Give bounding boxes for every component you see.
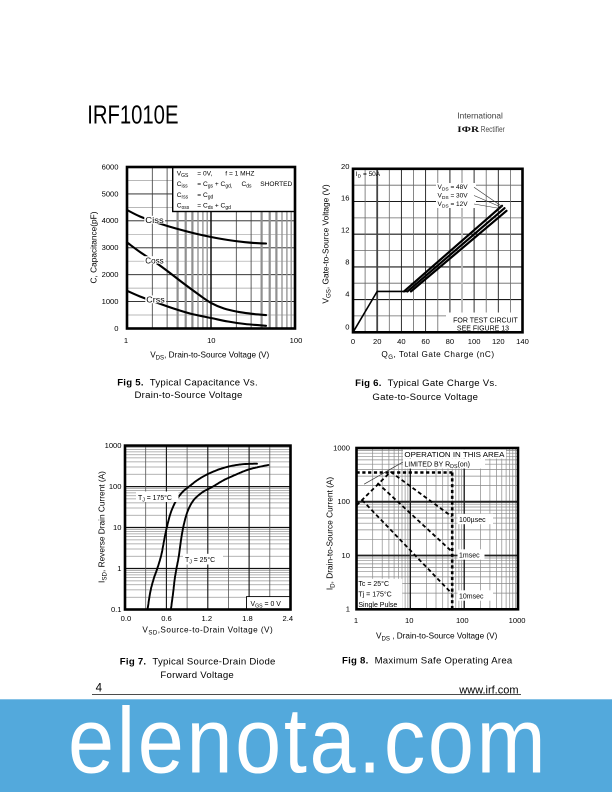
svg-text:40: 40	[397, 337, 405, 346]
svg-text:elenota.com: elenota.com	[68, 688, 548, 792]
svg-text:2000: 2000	[102, 270, 119, 279]
svg-text:0.1: 0.1	[111, 605, 122, 614]
svg-text:12: 12	[341, 226, 349, 235]
svg-text:= 0V,: = 0V,	[197, 171, 212, 178]
svg-text:C, Capacitance(pF): C, Capacitance(pF)	[89, 211, 99, 283]
svg-text:100: 100	[456, 616, 469, 625]
svg-text:Gate-to-Source Voltage: Gate-to-Source Voltage	[372, 392, 478, 403]
svg-text:4000: 4000	[102, 216, 119, 225]
svg-text:1000: 1000	[102, 297, 119, 306]
svg-text:Rectifier: Rectifier	[481, 124, 505, 134]
svg-text:VDS = 30V: VDS = 30V	[438, 193, 469, 201]
svg-text:VDS = 48V: VDS = 48V	[438, 184, 469, 192]
svg-text:1.2: 1.2	[202, 614, 213, 623]
svg-text:1: 1	[346, 605, 350, 614]
svg-text:Coss: Coss	[177, 203, 190, 212]
svg-text:VSD,Source-to-Drain Voltage (V: VSD,Source-to-Drain Voltage (V)	[142, 626, 273, 637]
svg-text:1: 1	[124, 336, 128, 345]
svg-text:0.6: 0.6	[161, 614, 172, 623]
svg-text:10msec: 10msec	[459, 594, 484, 601]
svg-text:VDS, Drain-to-Source Voltage (: VDS, Drain-to-Source Voltage (V)	[150, 351, 269, 362]
svg-text:VDS , Drain-to-Source Voltage: VDS , Drain-to-Source Voltage (V)	[376, 632, 498, 643]
svg-text:1000: 1000	[105, 441, 122, 450]
svg-text:1msec: 1msec	[459, 553, 480, 560]
svg-text:VGS, Gate-to-Source Voltage (V: VGS, Gate-to-Source Voltage (V)	[321, 184, 333, 303]
svg-text:IRF1010E: IRF1010E	[87, 100, 178, 130]
svg-text:Cds: Cds	[242, 181, 253, 190]
svg-text:0: 0	[114, 324, 118, 333]
svg-text:VDS = 12V: VDS = 12V	[438, 201, 469, 209]
svg-text:140: 140	[516, 337, 529, 346]
svg-text:0.0: 0.0	[121, 614, 132, 623]
svg-text:120: 120	[492, 337, 505, 346]
svg-text:Tc = 25°C: Tc = 25°C	[358, 580, 389, 588]
svg-text:Fig 8.Maximum Safe Operating A: Fig 8. Maximum Safe Operating Area	[342, 656, 513, 667]
svg-text:IΦR: IΦR	[457, 124, 480, 134]
svg-text:Ciss: Ciss	[177, 181, 188, 190]
svg-text:VGS: VGS	[177, 171, 189, 180]
svg-text:= Cgs + Cgd,: = Cgs + Cgd,	[197, 181, 232, 190]
svg-text:Coss: Coss	[145, 255, 164, 265]
svg-text:10: 10	[405, 616, 413, 625]
svg-text:100: 100	[337, 497, 350, 506]
svg-text:Tj = 175°C: Tj = 175°C	[358, 591, 391, 599]
svg-text:www.irf.com: www.irf.com	[458, 684, 518, 696]
svg-text:f = 1 MHZ: f = 1 MHZ	[225, 171, 254, 178]
svg-text:0: 0	[351, 337, 355, 346]
svg-text:Fig 6.Typical Gate Charge Vs.: Fig 6. Typical Gate Charge Vs.	[355, 378, 497, 389]
svg-text:16: 16	[341, 194, 349, 203]
svg-text:SEE FIGURE 13: SEE FIGURE 13	[457, 326, 509, 333]
svg-text:20: 20	[373, 337, 381, 346]
svg-text:Crss: Crss	[177, 192, 189, 201]
svg-text:OPERATION IN THIS AREA: OPERATION IN THIS AREA	[404, 452, 504, 459]
svg-text:International: International	[457, 112, 503, 121]
svg-text:VGS = 0 V: VGS = 0 V	[251, 601, 282, 610]
svg-text:ISD, Reverse Drain Current (A): ISD, Reverse Drain Current (A)	[97, 471, 109, 583]
svg-text:1000: 1000	[509, 616, 526, 625]
svg-text:0: 0	[345, 322, 349, 331]
svg-text:10: 10	[113, 523, 121, 532]
svg-text:4: 4	[96, 683, 103, 695]
svg-text:= Cgd: = Cgd	[197, 192, 213, 201]
svg-text:Ciss: Ciss	[145, 215, 164, 225]
svg-text:100: 100	[290, 336, 303, 345]
svg-text:TJ = 175°C: TJ = 175°C	[138, 494, 172, 504]
svg-text:2.4: 2.4	[283, 614, 294, 623]
svg-text:60: 60	[421, 337, 429, 346]
svg-text:Crss: Crss	[146, 295, 165, 305]
svg-text:Single Pulse: Single Pulse	[358, 602, 397, 609]
svg-text:4: 4	[345, 289, 349, 298]
svg-text:1: 1	[354, 616, 358, 625]
svg-text:100µsec: 100µsec	[459, 517, 486, 524]
svg-text:Fig 5.Typical Capacitance Vs.: Fig 5. Typical Capacitance Vs.	[117, 377, 258, 388]
svg-text:8: 8	[345, 258, 349, 267]
svg-text:Forward Voltage: Forward Voltage	[160, 670, 234, 681]
svg-text:80: 80	[446, 337, 454, 346]
svg-text:= Cds + Cgd: = Cds + Cgd	[197, 203, 231, 212]
svg-text:3000: 3000	[102, 243, 119, 252]
svg-text:FOR TEST CIRCUIT: FOR TEST CIRCUIT	[453, 317, 518, 324]
svg-text:QG, Total Gate Charge (nC): QG, Total Gate Charge (nC)	[381, 350, 494, 361]
svg-text:10: 10	[342, 551, 350, 560]
svg-text:1: 1	[117, 564, 121, 573]
svg-text:1000: 1000	[333, 443, 350, 452]
svg-text:5000: 5000	[102, 189, 119, 198]
svg-text:6000: 6000	[102, 162, 119, 171]
svg-text:ID, Drain-to-Source Current (A: ID, Drain-to-Source Current (A)	[325, 477, 337, 591]
svg-text:Drain-to-Source Voltage: Drain-to-Source Voltage	[135, 390, 243, 401]
svg-text:LIMITED BY RDS(on): LIMITED BY RDS(on)	[404, 461, 470, 470]
svg-text:TJ = 25°C: TJ = 25°C	[185, 556, 215, 566]
svg-text:20: 20	[341, 162, 349, 171]
svg-text:ID = 50A: ID = 50A	[356, 171, 381, 179]
svg-text:100: 100	[468, 337, 481, 346]
svg-text:1.8: 1.8	[242, 614, 253, 623]
svg-text:SHORTED: SHORTED	[260, 181, 292, 188]
svg-text:100: 100	[109, 482, 122, 491]
svg-text:10: 10	[207, 336, 215, 345]
svg-text:Fig 7.Typical Source-Drain Dio: Fig 7. Typical Source-Drain Diode	[120, 656, 276, 667]
